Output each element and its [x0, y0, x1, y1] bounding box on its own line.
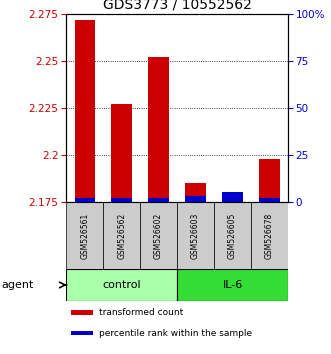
Bar — [177, 269, 288, 301]
Text: GSM526562: GSM526562 — [117, 212, 126, 258]
Bar — [74, 20, 95, 202]
Text: percentile rank within the sample: percentile rank within the sample — [100, 329, 253, 338]
Bar — [185, 196, 206, 202]
Text: GSM526678: GSM526678 — [265, 212, 274, 258]
Text: GSM526605: GSM526605 — [228, 212, 237, 259]
Bar — [148, 198, 169, 202]
Text: IL-6: IL-6 — [222, 280, 243, 290]
Bar — [214, 202, 251, 269]
Bar — [259, 159, 280, 202]
Text: GSM526602: GSM526602 — [154, 212, 163, 258]
Bar — [251, 202, 288, 269]
Text: transformed count: transformed count — [100, 308, 184, 317]
Bar — [112, 104, 132, 202]
Bar — [140, 202, 177, 269]
Bar — [112, 198, 132, 202]
Text: GSM526603: GSM526603 — [191, 212, 200, 259]
Bar — [66, 202, 103, 269]
Bar — [148, 57, 169, 202]
Bar — [222, 201, 243, 202]
Bar — [71, 310, 93, 315]
Text: agent: agent — [2, 280, 34, 290]
Title: GDS3773 / 10552562: GDS3773 / 10552562 — [103, 0, 252, 12]
Bar — [259, 198, 280, 202]
Bar — [66, 269, 177, 301]
Bar — [71, 331, 93, 336]
Bar — [177, 202, 214, 269]
Bar — [185, 183, 206, 202]
Bar — [74, 198, 95, 202]
Bar — [103, 202, 140, 269]
Text: GSM526561: GSM526561 — [80, 212, 89, 258]
Text: control: control — [102, 280, 141, 290]
Bar — [222, 193, 243, 202]
